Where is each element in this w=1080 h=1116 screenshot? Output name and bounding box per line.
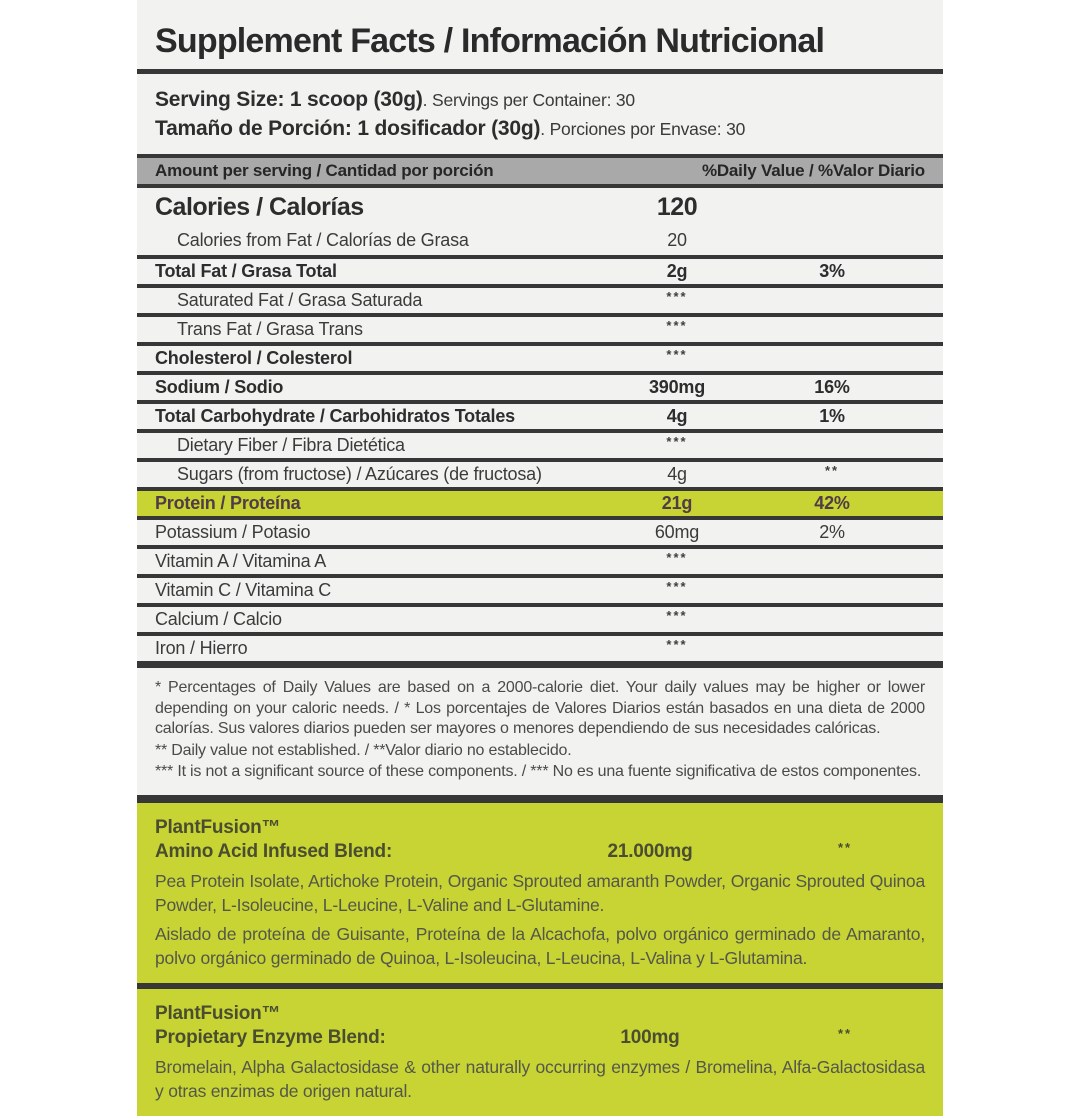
serving-size-es: Tamaño de Porción: 1 dosificador (30g). …	[155, 115, 925, 144]
row-dv: 42%	[814, 493, 850, 513]
row-label: Potassium / Potasio	[155, 522, 311, 542]
table-row-cholesterol: Cholesterol / Colesterol ***	[137, 342, 943, 371]
row-amount: ***	[666, 289, 688, 304]
row-amount: 4g	[667, 464, 687, 484]
blend-dv: **	[837, 840, 853, 855]
row-label: Dietary Fiber / Fibra Dietética	[177, 435, 405, 455]
table-row-sugars: Sugars (from fructose) / Azúcares (de fr…	[137, 458, 943, 487]
footnote-daily-values: * Percentages of Daily Values are based …	[155, 679, 925, 737]
table-row-vitamin-c: Vitamin C / Vitamina C ***	[137, 574, 943, 603]
blend-amount: 21.000mg	[607, 840, 693, 862]
row-label: Calories / Calorías	[155, 192, 364, 221]
row-label: Cholesterol / Colesterol	[155, 348, 353, 368]
row-amount: 120	[656, 192, 698, 221]
serving-size-es-bold: Tamaño de Porción: 1 dosificador (30g)	[155, 117, 541, 140]
row-label: Total Carbohydrate / Carbohidratos Total…	[155, 406, 515, 426]
table-bottom-divider	[137, 661, 943, 668]
row-dv: 2%	[819, 522, 845, 542]
row-dv: 1%	[819, 406, 845, 426]
daily-value-header: %Daily Value / %Valor Diario	[701, 161, 925, 180]
row-label: Saturated Fat / Grasa Saturada	[177, 290, 423, 310]
table-row-calories-from-fat: Calories from Fat / Calorías de Grasa 20	[137, 226, 943, 255]
blend-ingredients-en: Pea Protein Isolate, Artichoke Protein, …	[155, 870, 925, 915]
row-dv: 16%	[814, 377, 850, 397]
row-amount: 21g	[661, 493, 693, 513]
blend-ingredients-en: Bromelain, Alpha Galactosidase & other n…	[155, 1056, 925, 1101]
blend-amount: 100mg	[620, 1026, 680, 1048]
serving-size-en-bold: Serving Size: 1 scoop (30g)	[155, 88, 423, 111]
row-label: Total Fat / Grasa Total	[155, 261, 337, 281]
row-amount: ***	[666, 637, 688, 652]
footnotes: * Percentages of Daily Values are based …	[137, 668, 943, 795]
row-amount: ***	[666, 608, 688, 623]
row-amount: 4g	[666, 406, 688, 426]
table-row-trans-fat: Trans Fat / Grasa Trans ***	[137, 313, 943, 342]
row-amount: ***	[666, 434, 688, 449]
blend-brand: PlantFusion™	[155, 1002, 281, 1024]
table-row-dietary-fiber: Dietary Fiber / Fibra Dietética ***	[137, 429, 943, 458]
footnotes-bottom-divider	[137, 794, 943, 803]
table-row-vitamin-a: Vitamin A / Vitamina A ***	[137, 545, 943, 574]
row-amount: ***	[666, 550, 688, 565]
blend-name-row: Amino Acid Infused Blend: 21.000mg **	[137, 840, 943, 864]
row-amount: 2g	[666, 261, 688, 281]
row-dv: 3%	[819, 261, 845, 281]
row-label: Protein / Proteína	[155, 493, 301, 513]
table-row-protein: Protein / Proteína 21g 42%	[137, 487, 943, 516]
row-amount: 390mg	[648, 377, 706, 397]
table-row-sodium: Sodium / Sodio 390mg 16%	[137, 371, 943, 400]
row-dv: **	[824, 463, 840, 478]
table-row-total-fat: Total Fat / Grasa Total 2g 3%	[137, 255, 943, 284]
blend-name-row: Propietary Enzyme Blend: 100mg **	[137, 1026, 943, 1050]
row-label: Trans Fat / Grasa Trans	[177, 319, 363, 339]
row-amount: 20	[667, 230, 687, 250]
label-title: Supplement Facts / Información Nutricion…	[155, 22, 825, 60]
footnote-not-significant-source: *** It is not a significant source of th…	[155, 763, 922, 780]
row-label: Iron / Hierro	[155, 638, 248, 658]
supplement-facts-label: Supplement Facts / Información Nutricion…	[137, 0, 943, 1116]
amount-per-serving-header: Amount per serving / Cantidad por porció…	[155, 161, 494, 180]
table-row-total-carbohydrate: Total Carbohydrate / Carbohidratos Total…	[137, 400, 943, 429]
serving-info: Serving Size: 1 scoop (30g). Servings pe…	[137, 74, 943, 154]
table-row-iron: Iron / Hierro ***	[137, 632, 943, 661]
blend-dv: **	[837, 1026, 853, 1041]
table-row-potassium: Potassium / Potasio 60mg 2%	[137, 516, 943, 545]
row-label: Sugars (from fructose) / Azúcares (de fr…	[177, 464, 542, 484]
table-row-saturated-fat: Saturated Fat / Grasa Saturada ***	[137, 284, 943, 313]
row-label: Vitamin A / Vitamina A	[155, 551, 327, 571]
table-row-calories: Calories / Calorías 120	[137, 188, 943, 226]
row-amount: ***	[666, 318, 688, 333]
row-amount: ***	[666, 579, 688, 594]
table-row-calcium: Calcium / Calcio ***	[137, 603, 943, 632]
servings-per-container-es: . Porciones por Envase: 30	[540, 119, 746, 139]
nutrition-table: Calories / Calorías 120 Calories from Fa…	[137, 188, 943, 661]
blend-ingredients-es: Aislado de proteína de Guisante, Proteín…	[155, 923, 925, 968]
blend-divider	[137, 982, 943, 989]
servings-per-container-en: . Servings per Container: 30	[422, 90, 635, 110]
row-label: Sodium / Sodio	[155, 377, 284, 397]
blend-enzyme: PlantFusion™ Propietary Enzyme Blend: 10…	[137, 988, 943, 1116]
row-label: Calories from Fat / Calorías de Grasa	[177, 230, 469, 250]
serving-size-en: Serving Size: 1 scoop (30g). Servings pe…	[155, 86, 925, 115]
row-amount: 60mg	[654, 522, 700, 542]
footnote-dv-not-established: ** Daily value not established. / **Valo…	[155, 741, 572, 759]
amount-per-serving-header-bar: Amount per serving / Cantidad por porció…	[137, 154, 943, 188]
blend-name: Propietary Enzyme Blend:	[155, 1026, 386, 1048]
blend-brand: PlantFusion™	[155, 816, 281, 838]
row-amount: ***	[666, 347, 688, 362]
row-label: Calcium / Calcio	[155, 609, 282, 629]
title-divider	[137, 69, 943, 74]
row-label: Vitamin C / Vitamina C	[155, 580, 332, 600]
blend-name: Amino Acid Infused Blend:	[155, 840, 393, 862]
blend-amino-acid: PlantFusion™ Amino Acid Infused Blend: 2…	[137, 802, 943, 983]
